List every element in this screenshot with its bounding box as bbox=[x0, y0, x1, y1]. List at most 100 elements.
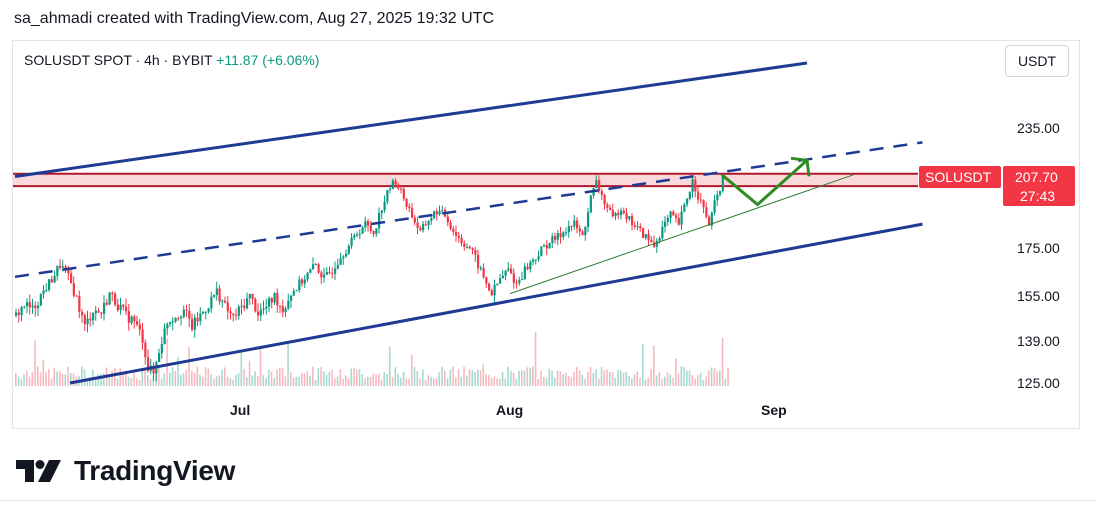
candle-body bbox=[545, 245, 548, 249]
volume-bar bbox=[485, 373, 487, 386]
projection-arrowhead bbox=[790, 156, 811, 177]
candle-body bbox=[633, 225, 636, 227]
volume-bar bbox=[232, 379, 234, 386]
volume-bar bbox=[290, 372, 292, 386]
volume-bar bbox=[691, 375, 694, 386]
candle-body bbox=[303, 279, 306, 284]
volume-bar bbox=[688, 370, 691, 386]
volume-bar bbox=[474, 372, 476, 386]
symbol-legend[interactable]: SOLUSDT SPOT · 4h · BYBIT +11.87 (+6.06%… bbox=[24, 52, 319, 68]
candle-body bbox=[501, 275, 504, 279]
volume-bar bbox=[457, 368, 460, 386]
candle-body bbox=[463, 243, 466, 247]
volume-bar bbox=[664, 376, 666, 386]
volume-bar bbox=[372, 373, 375, 386]
volume-bar bbox=[136, 378, 138, 386]
volume-bar bbox=[45, 372, 47, 386]
volume-bar bbox=[367, 376, 369, 386]
volume-bar bbox=[413, 367, 416, 386]
volume-bar bbox=[325, 374, 328, 386]
price-axis-tick: 125.00 bbox=[1017, 375, 1060, 391]
volume-bar bbox=[490, 377, 493, 386]
volume-bar bbox=[633, 374, 636, 386]
candle-body bbox=[413, 217, 416, 223]
symbol-tag bbox=[919, 166, 1001, 188]
volume-bar bbox=[116, 378, 119, 386]
candle-body bbox=[290, 295, 293, 301]
volume-bar bbox=[468, 369, 471, 386]
volume-bar bbox=[493, 376, 496, 386]
chart-pane[interactable]: 235.00 175.00 155.00 139.00 125.00 Jul Aug Sep S… bbox=[12, 40, 1080, 429]
volume-bar bbox=[207, 368, 210, 386]
candle-body bbox=[631, 216, 634, 226]
volume-bar bbox=[182, 372, 185, 386]
volume-bar bbox=[306, 371, 309, 386]
candle-body bbox=[61, 266, 64, 268]
volume-bar bbox=[578, 370, 581, 386]
volume-bar bbox=[292, 377, 295, 386]
candle-body bbox=[114, 293, 117, 305]
candle-body bbox=[83, 315, 86, 325]
candle-body bbox=[625, 213, 628, 220]
volume-bar bbox=[23, 374, 25, 386]
candle-body bbox=[166, 323, 169, 329]
candle-body bbox=[169, 321, 172, 324]
volume-bar bbox=[284, 376, 287, 386]
volume-bar bbox=[496, 378, 498, 386]
candle-body bbox=[556, 233, 559, 240]
volume-bar bbox=[270, 371, 273, 386]
volume-bar bbox=[482, 364, 485, 386]
volume-bar bbox=[259, 345, 262, 386]
candle-body bbox=[331, 272, 334, 274]
candle-body bbox=[339, 258, 342, 265]
candle-body bbox=[474, 249, 477, 255]
volume-bar bbox=[411, 355, 413, 386]
candle-body bbox=[70, 273, 73, 284]
candle-body bbox=[600, 191, 603, 195]
volume-bar bbox=[147, 374, 149, 386]
volume-bar bbox=[488, 374, 490, 386]
candle-body bbox=[224, 300, 227, 303]
volume-bar bbox=[405, 378, 408, 386]
candle-body bbox=[119, 304, 122, 310]
volume-bar bbox=[515, 379, 518, 386]
volume-bar bbox=[721, 337, 724, 386]
channel-mid-dashed-line bbox=[14, 141, 923, 279]
tradingview-logo[interactable]: TradingView bbox=[16, 455, 235, 487]
candle-body bbox=[320, 272, 323, 278]
candle-body bbox=[400, 188, 403, 190]
volume-bar bbox=[127, 376, 130, 386]
candle-body bbox=[477, 254, 480, 269]
candle-body bbox=[15, 312, 18, 316]
candle-body bbox=[141, 329, 144, 343]
candle-body bbox=[103, 302, 106, 314]
volume-bar bbox=[719, 370, 721, 386]
last-price-label: 207.70 bbox=[1015, 169, 1058, 185]
candle-body bbox=[719, 190, 722, 195]
candle-body bbox=[279, 305, 282, 307]
volume-bar bbox=[210, 374, 212, 386]
candle-body bbox=[334, 268, 337, 274]
volume-bar bbox=[534, 331, 537, 386]
volume-bar bbox=[598, 378, 600, 386]
price-chart[interactable]: 235.00 175.00 155.00 139.00 125.00 Jul Aug Sep S… bbox=[13, 41, 1080, 429]
volume-bar bbox=[650, 368, 652, 386]
candle-body bbox=[380, 210, 383, 213]
currency-button[interactable]: USDT bbox=[1005, 45, 1069, 77]
candle-body bbox=[713, 200, 716, 213]
volume-bar bbox=[526, 367, 529, 386]
volume-bar bbox=[647, 377, 650, 386]
volume-bar bbox=[512, 372, 515, 386]
candle-body bbox=[358, 233, 361, 235]
candle-body bbox=[526, 266, 529, 270]
candle-body bbox=[611, 209, 614, 217]
tradingview-logo-icon bbox=[16, 460, 61, 482]
volume-bar bbox=[17, 376, 20, 386]
candle-body bbox=[350, 237, 353, 246]
volume-bar bbox=[694, 378, 696, 386]
volume-bar bbox=[185, 369, 188, 386]
volume-bar bbox=[507, 366, 509, 386]
candle-body bbox=[78, 295, 81, 312]
volume-bar bbox=[59, 370, 61, 386]
volume-bar bbox=[339, 369, 342, 386]
